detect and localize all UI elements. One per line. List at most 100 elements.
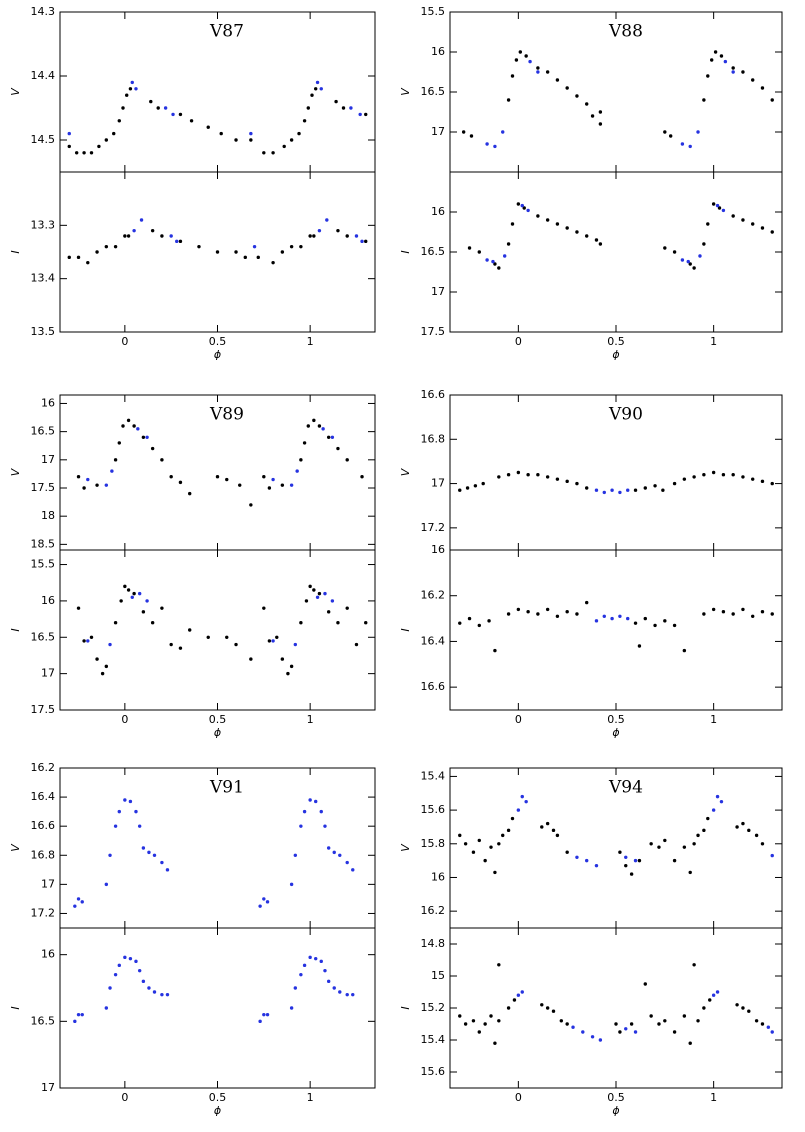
data-point (575, 855, 579, 859)
data-point (341, 106, 346, 110)
data-point (128, 799, 133, 804)
data-point (336, 446, 340, 451)
y-tick-label: 15.6 (421, 1065, 446, 1078)
data-point (506, 828, 511, 833)
data-point (510, 74, 515, 78)
data-point (197, 244, 201, 249)
x-tick-label: 1 (307, 335, 314, 348)
data-point (323, 824, 327, 828)
data-point (465, 486, 470, 490)
data-point (165, 992, 170, 997)
data-point (741, 218, 745, 222)
y-axis-label: I (399, 250, 412, 253)
data-point (215, 475, 220, 479)
data-point (731, 70, 735, 74)
x-axis-label: ϕ (612, 726, 619, 739)
y-tick-label: 16.5 (421, 245, 446, 258)
x-tick-label: 0 (515, 1091, 522, 1104)
data-point (262, 606, 266, 610)
panel-title: V90 (608, 405, 643, 425)
data-point (467, 246, 472, 250)
data-point (125, 93, 129, 97)
data-point (304, 599, 309, 603)
data-point (104, 138, 109, 142)
data-point (506, 612, 511, 616)
y-tick-label: 16.4 (421, 634, 446, 647)
data-point (469, 134, 474, 138)
y-tick-label: 16 (431, 543, 445, 556)
data-point (150, 228, 155, 233)
data-point (516, 607, 521, 612)
data-point (754, 833, 759, 838)
data-point (682, 845, 687, 849)
y-tick-label: 17.5 (31, 703, 56, 716)
data-point (312, 588, 316, 592)
data-point (510, 816, 515, 821)
data-point (163, 106, 168, 110)
data-point (610, 616, 614, 621)
data-point (709, 58, 714, 62)
data-point (319, 959, 323, 964)
data-point (487, 619, 491, 623)
y-tick-label: 15.8 (421, 837, 446, 850)
data-point (721, 473, 726, 477)
y-tick-label: 17.2 (31, 906, 56, 919)
y-axis-label: V (399, 843, 412, 852)
data-point (458, 621, 462, 625)
y-tick-label: 16.2 (421, 589, 446, 602)
data-point (95, 250, 99, 254)
data-point (770, 1030, 774, 1034)
x-axis-label: ϕ (214, 1104, 221, 1117)
data-point (643, 982, 647, 986)
data-point (680, 258, 685, 262)
data-point (73, 1019, 77, 1024)
data-point (598, 110, 603, 114)
data-point (526, 610, 530, 614)
data-point (565, 479, 569, 484)
data-point (702, 473, 706, 477)
data-point (312, 418, 316, 423)
y-tick-label: 16.6 (421, 680, 446, 693)
plot-frame (449, 171, 783, 333)
data-point (485, 142, 489, 146)
data-point (770, 481, 774, 486)
data-point (741, 1006, 745, 1010)
data-point (178, 239, 183, 244)
data-point (536, 214, 540, 218)
data-point (649, 842, 653, 846)
y-tick-label: 17 (431, 125, 445, 138)
data-point (169, 475, 173, 479)
y-tick-label: 16 (431, 45, 445, 58)
data-point (141, 979, 146, 984)
data-point (336, 621, 340, 625)
data-point (536, 473, 540, 477)
x-axis-label: ϕ (612, 348, 619, 361)
data-point (516, 202, 521, 206)
data-point (67, 255, 71, 260)
data-point (682, 648, 687, 653)
x-tick-label: 1 (307, 713, 314, 726)
data-point (680, 142, 685, 146)
data-point (633, 488, 638, 492)
data-point (598, 1038, 603, 1042)
y-tick-label: 16.2 (31, 761, 56, 774)
y-tick-label: 16.5 (421, 85, 446, 98)
data-point (536, 70, 540, 74)
data-point (280, 657, 285, 661)
data-point (747, 828, 751, 833)
x-tick-label: 0 (515, 335, 522, 348)
data-point (243, 255, 247, 260)
data-point (123, 955, 127, 960)
data-point (461, 130, 466, 134)
data-point (351, 992, 355, 997)
data-point (302, 441, 307, 445)
y-tick-label: 16.2 (421, 904, 446, 917)
data-point (760, 86, 765, 90)
data-point (326, 435, 331, 439)
data-point (108, 642, 112, 647)
data-point (126, 418, 131, 423)
data-point (314, 799, 318, 804)
data-point (330, 599, 335, 603)
x-tick-label: 1 (710, 335, 717, 348)
y-tick-label: 13.4 (31, 272, 56, 285)
